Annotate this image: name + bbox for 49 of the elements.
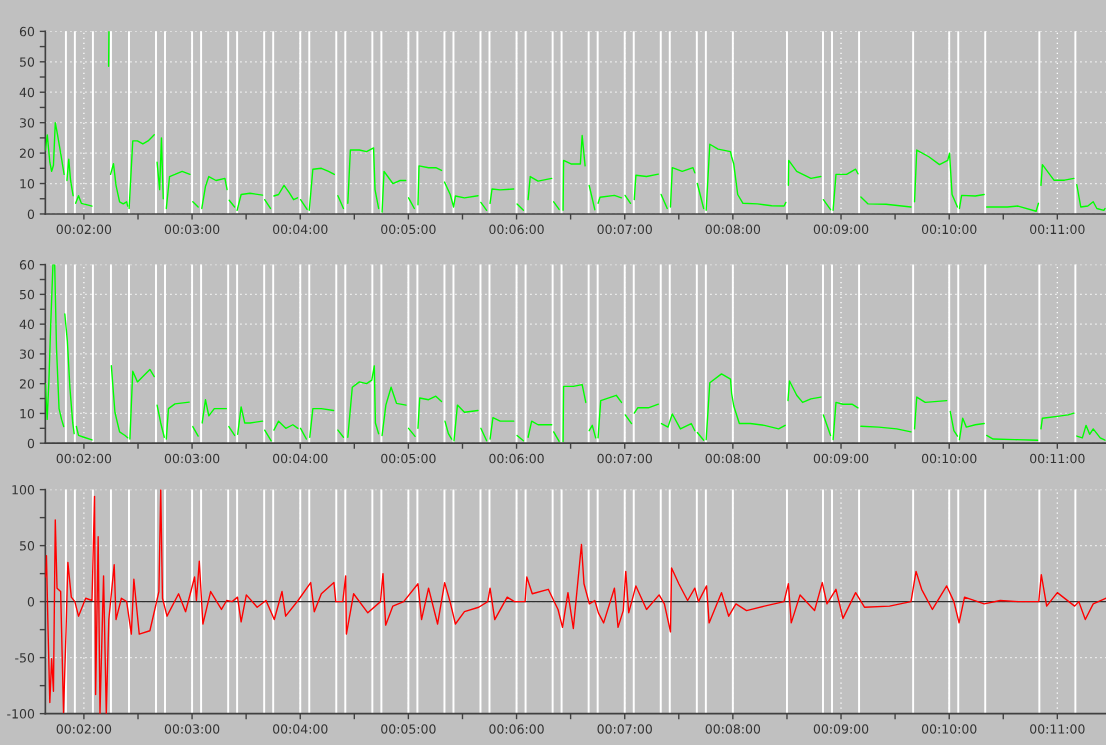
x-tick-label: 00:05:00 [381, 724, 436, 734]
x-tick-label: 00:09:00 [813, 724, 869, 734]
y-tick-label: 60 [19, 26, 35, 37]
x-tick-label: 00:04:00 [273, 224, 328, 235]
y-tick-label: 0 [27, 597, 35, 607]
y-tick-label: 60 [19, 260, 35, 270]
y-tick-label: 0 [27, 438, 35, 449]
y-tick-label: 10 [20, 408, 35, 419]
y-tick-label: 10 [20, 179, 35, 189]
x-tick-label: 00:11:00 [1030, 453, 1085, 464]
x-tick-label: 00:11:00 [1030, 724, 1085, 734]
y-tick-label: 50 [19, 289, 35, 300]
x-tick-label: 00:04:00 [273, 453, 328, 464]
y-tick-label: 20 [19, 379, 35, 389]
x-tick-label: 00:03:00 [164, 724, 220, 734]
x-tick-label: 00:02:00 [56, 224, 112, 235]
y-tick-label: 50 [19, 57, 35, 67]
x-tick-label: 00:02:00 [56, 453, 112, 464]
x-tick-label: 00:08:00 [705, 453, 761, 464]
y-tick-label: -50 [15, 653, 35, 663]
x-tick-label: 00:05:00 [381, 224, 436, 235]
x-tick-label: 00:10:00 [921, 224, 977, 235]
x-tick-label: 00:07:00 [597, 453, 652, 464]
y-tick-label: 40 [19, 87, 35, 98]
y-tick-label: 0 [27, 209, 35, 219]
x-tick-label: 00:07:00 [597, 724, 652, 734]
y-tick-label: 100 [12, 485, 35, 495]
x-tick-label: 00:06:00 [489, 453, 544, 464]
y-tick-label: 50 [19, 541, 35, 551]
x-tick-label: 00:03:00 [164, 224, 220, 235]
x-tick-label: 00:04:00 [273, 724, 328, 734]
x-tick-label: 00:10:00 [921, 724, 977, 734]
x-tick-label: 00:07:00 [597, 224, 652, 235]
x-tick-label: 00:11:00 [1030, 224, 1085, 235]
x-tick-label: 00:10:00 [921, 453, 977, 464]
y-tick-label: 40 [19, 319, 35, 330]
x-tick-label: 00:09:00 [813, 224, 869, 235]
y-tick-label: 30 [19, 118, 35, 128]
x-tick-label: 00:05:00 [381, 453, 436, 464]
x-tick-label: 00:08:00 [705, 724, 761, 734]
x-tick-label: 00:06:00 [489, 224, 544, 235]
x-tick-label: 00:08:00 [705, 224, 761, 235]
x-tick-label: 00:02:00 [56, 724, 112, 734]
x-tick-label: 00:06:00 [489, 724, 544, 734]
y-tick-label: 30 [19, 349, 35, 359]
x-tick-label: 00:03:00 [164, 453, 220, 464]
y-tick-label: 20 [19, 148, 35, 159]
x-tick-label: 00:09:00 [813, 453, 869, 464]
y-tick-label: -100 [7, 709, 35, 719]
